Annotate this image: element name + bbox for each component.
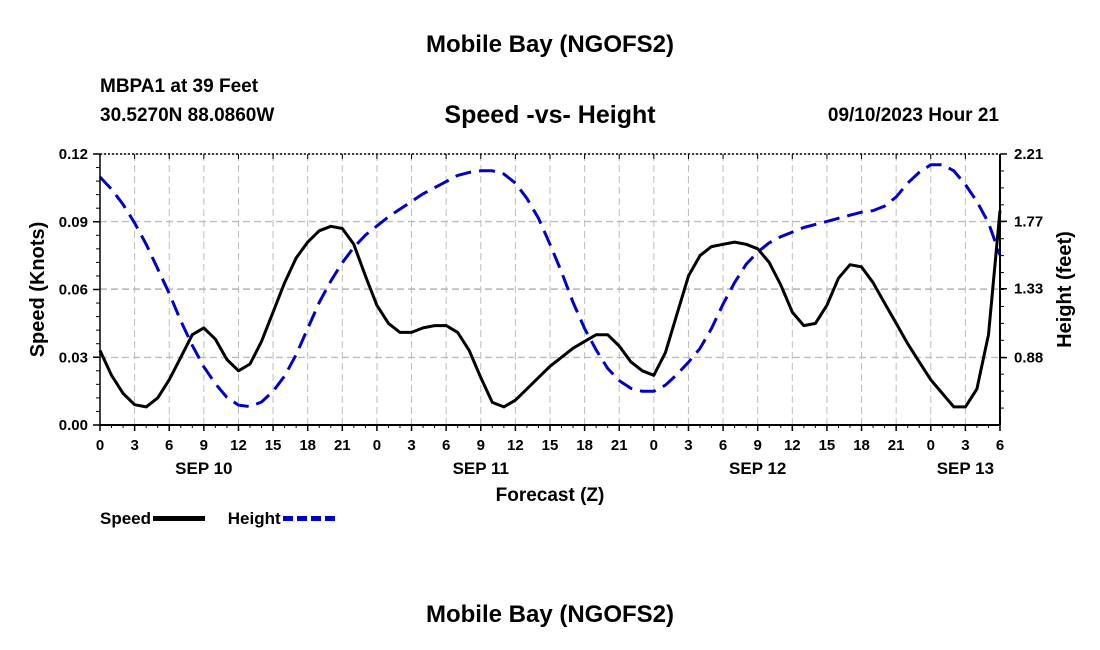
station-label: MBPA1 at 39 Feet bbox=[100, 76, 259, 97]
x-tick-label: 18 bbox=[299, 437, 316, 454]
y2-tick-label: 2.21 bbox=[1014, 146, 1043, 163]
legend-speed-label: Speed bbox=[100, 508, 152, 528]
x-tick-label: 3 bbox=[407, 437, 415, 454]
x-tick-label: 21 bbox=[334, 437, 351, 454]
x-tick-label: 6 bbox=[996, 437, 1004, 454]
x-tick-label: 0 bbox=[373, 437, 381, 454]
x-tick-label: 12 bbox=[784, 437, 801, 454]
x-tick-label: 15 bbox=[542, 437, 559, 454]
legend-height-label: Height bbox=[227, 508, 281, 528]
y2-tick-label: 0.88 bbox=[1014, 350, 1043, 367]
date-label: SEP 12 bbox=[729, 459, 786, 478]
speed-series bbox=[98, 210, 1002, 409]
footer-chart-title: Mobile Bay (NGOFS2) bbox=[425, 601, 675, 628]
chart-axes bbox=[93, 153, 1007, 431]
station-coordinates: 30.5270N 88.0860W bbox=[100, 105, 275, 126]
x-tick-label: 9 bbox=[200, 437, 208, 454]
y2-axis-title: Height (feet) bbox=[1054, 231, 1076, 348]
chart-legend: Speed Height bbox=[100, 508, 335, 529]
x-tick-label: 18 bbox=[576, 437, 593, 454]
x-tick-label: 15 bbox=[265, 437, 282, 454]
x-tick-label: 6 bbox=[442, 437, 450, 454]
speed-line bbox=[98, 210, 1002, 409]
date-label: SEP 11 bbox=[453, 459, 509, 478]
chart-main-title: Mobile Bay (NGOFS2) bbox=[425, 31, 675, 58]
x-tick-label: 3 bbox=[961, 437, 969, 454]
x-tick-label: 0 bbox=[927, 437, 935, 454]
x-tick-label: 21 bbox=[611, 437, 628, 454]
chart-grid bbox=[100, 153, 1000, 425]
forecast-datetime: 09/10/2023 Hour 21 bbox=[827, 105, 999, 126]
legend-height-swatch bbox=[282, 516, 335, 522]
height-series bbox=[98, 163, 1002, 409]
date-label: SEP 10 bbox=[175, 459, 232, 478]
x-axis-title: Forecast (Z) bbox=[496, 485, 605, 506]
height-line bbox=[98, 163, 1002, 409]
y2-tick-label: 1.33 bbox=[1014, 281, 1043, 298]
x-tick-label: 9 bbox=[477, 437, 485, 454]
y2-tick-label: 1.77 bbox=[1014, 213, 1043, 230]
x-tick-label: 6 bbox=[719, 437, 727, 454]
x-tick-label: 0 bbox=[650, 437, 658, 454]
chart-labels: 0 3 6 9 12 15 18 21 0 3 6 9 12 15 18 21 0 3 6 9 12 15 18 21 0 3 6S… bbox=[27, 146, 1076, 506]
date-label: SEP 13 bbox=[937, 459, 994, 478]
x-tick-label: 6 bbox=[165, 437, 173, 454]
y-tick-label: 0.03 bbox=[59, 349, 88, 366]
x-tick-label: 0 bbox=[96, 437, 104, 454]
chart-subtitle: Speed -vs- Height bbox=[444, 101, 656, 129]
x-tick-label: 18 bbox=[853, 437, 870, 454]
y-axis-title: Speed (Knots) bbox=[27, 222, 49, 358]
x-tick-label: 12 bbox=[507, 437, 524, 454]
y-tick-label: 0.06 bbox=[59, 282, 88, 299]
x-tick-label: 15 bbox=[819, 437, 836, 454]
y-tick-label: 0.12 bbox=[59, 146, 88, 163]
legend-speed-swatch bbox=[153, 516, 206, 522]
x-tick-label: 21 bbox=[888, 437, 905, 454]
x-tick-label: 9 bbox=[754, 437, 762, 454]
x-tick-label: 12 bbox=[230, 437, 247, 454]
x-tick-label: 3 bbox=[130, 437, 138, 454]
x-tick-label: 3 bbox=[684, 437, 692, 454]
y-tick-label: 0.09 bbox=[59, 214, 88, 231]
y-tick-label: 0.00 bbox=[59, 417, 88, 434]
speed-height-chart: 0 3 6 9 12 15 18 21 0 3 6 9 12 15 18 21 0 3 6 9 12 15 18 21 0 3 6S… bbox=[27, 146, 1076, 506]
